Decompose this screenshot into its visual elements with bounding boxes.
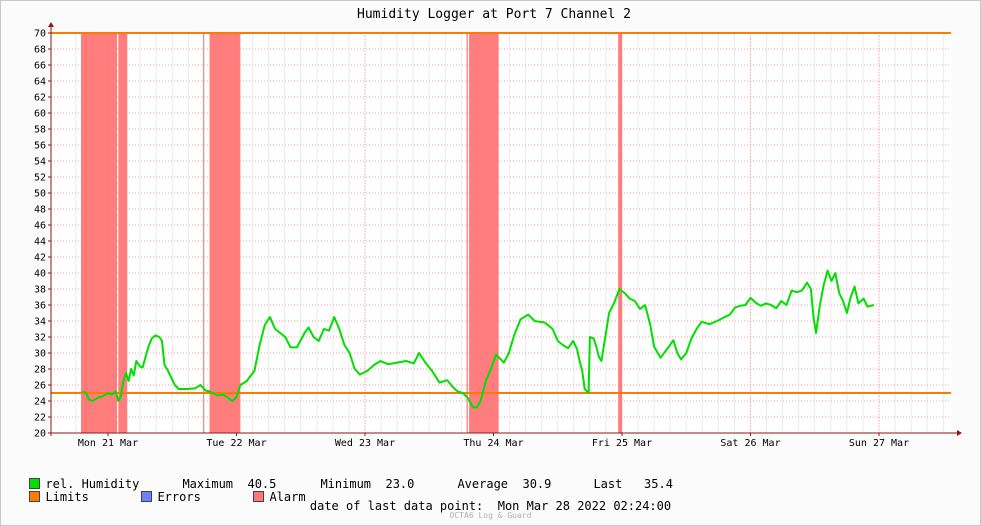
y-tick-label: 62 <box>34 93 46 104</box>
stat-average: Average 30.9 <box>443 463 551 491</box>
y-tick-label: 70 <box>34 29 46 40</box>
alarm-band <box>84 33 117 433</box>
legend-alarm-label: Alarm <box>269 490 306 504</box>
legend-humidity: rel. Humidity <box>15 463 139 491</box>
limits-swatch <box>29 491 41 502</box>
legend-limits: Limits <box>15 476 89 504</box>
maximum-value: 40.5 <box>247 477 277 491</box>
alarm-band <box>618 33 622 433</box>
last-data-point-value: Mon Mar 28 2022 02:24:00 <box>497 499 672 513</box>
y-tick-label: 46 <box>34 221 46 232</box>
y-tick-label: 26 <box>34 381 46 392</box>
x-tick-label: Fri 25 Mar <box>592 438 652 449</box>
y-tick-label: 60 <box>34 109 46 120</box>
y-tick-label: 40 <box>34 269 46 280</box>
minimum-label: Minimum <box>320 477 372 491</box>
y-tick-label: 32 <box>34 333 46 344</box>
y-tick-label: 28 <box>34 365 46 376</box>
alarm-band <box>118 33 128 433</box>
y-tick-label: 24 <box>34 397 46 408</box>
last-label: Last <box>593 477 623 491</box>
y-tick-label: 68 <box>34 45 46 56</box>
y-tick-label: 66 <box>34 61 46 72</box>
stat-maximum: Maximum 40.5 <box>168 463 276 491</box>
y-tick-label: 22 <box>34 413 46 424</box>
y-tick-label: 52 <box>34 173 46 184</box>
last-value: 35.4 <box>644 477 673 491</box>
last-data-point-label: date of last data point: <box>309 499 484 513</box>
humidity-series-line <box>81 269 875 409</box>
stat-last: Last 35.4 <box>579 463 673 491</box>
y-tick-label: 56 <box>34 141 46 152</box>
alarm-band <box>466 33 468 433</box>
y-tick-label: 64 <box>34 77 46 88</box>
alarm-band <box>209 33 241 433</box>
x-tick-label: Wed 23 Mar <box>335 438 395 449</box>
x-axis-arrow <box>957 430 962 436</box>
alarm-band <box>203 33 205 433</box>
average-label: Average <box>457 477 509 491</box>
y-tick-label: 54 <box>34 157 46 168</box>
y-tick-label: 34 <box>34 317 46 328</box>
errors-swatch <box>141 491 153 502</box>
alarm-band <box>469 33 499 433</box>
chart-title: Humidity Logger at Port 7 Channel 2 <box>357 7 631 22</box>
y-tick-label: 44 <box>34 237 46 248</box>
legend-humidity-label: rel. Humidity <box>45 477 140 491</box>
y-tick-label: 36 <box>34 301 46 312</box>
legend-errors-label: Errors <box>157 490 201 504</box>
legend-errors: Errors <box>127 476 201 504</box>
maximum-label: Maximum <box>182 477 234 491</box>
y-tick-label: 38 <box>34 285 46 296</box>
humidity-swatch <box>29 478 41 489</box>
y-tick-label: 42 <box>34 253 46 264</box>
y-tick-label: 50 <box>34 189 46 200</box>
plot-area <box>51 33 951 433</box>
credit-text: OCTA6 Log & Guard <box>449 511 532 520</box>
x-tick-label: Tue 22 Mar <box>206 438 266 449</box>
y-tick-label: 58 <box>34 125 46 136</box>
y-tick-label: 20 <box>34 429 46 440</box>
average-value: 30.9 <box>522 477 552 491</box>
x-tick-label: Sun 27 Mar <box>849 438 909 449</box>
x-tick-label: Thu 24 Mar <box>463 438 523 449</box>
minimum-value: 23.0 <box>385 477 415 491</box>
y-tick-label: 30 <box>34 349 46 360</box>
x-tick-label: Mon 21 Mar <box>78 438 138 449</box>
x-tick-label: Sat 26 Mar <box>720 438 780 449</box>
y-axis-arrow <box>48 22 54 27</box>
alarm-swatch <box>253 491 265 502</box>
legend-alarm: Alarm <box>239 476 306 504</box>
stat-minimum: Minimum 23.0 <box>306 463 414 491</box>
alarm-band <box>81 33 88 433</box>
legend-limits-label: Limits <box>45 490 89 504</box>
last-data-point: date of last data point: Mon Mar 28 2022… <box>0 499 981 513</box>
y-tick-label: 48 <box>34 205 46 216</box>
